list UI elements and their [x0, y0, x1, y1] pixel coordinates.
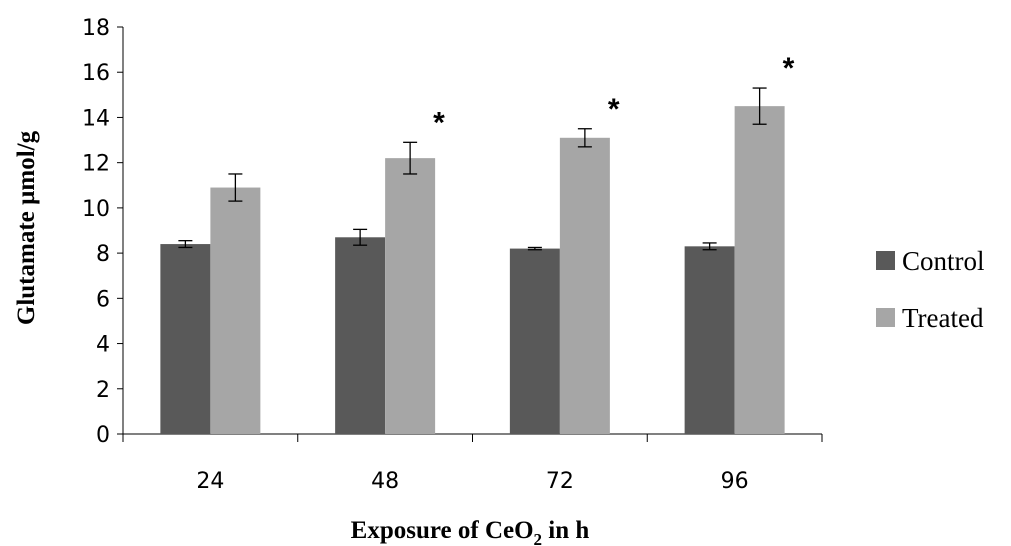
- significance-marks: * * *: [433, 52, 795, 139]
- y-axis: 0 2 4 6 8 10 12 14 16 18: [82, 16, 124, 448]
- y-tick-label: 12: [82, 152, 110, 177]
- bar-treated-96: [734, 106, 785, 434]
- legend: Control Treated: [876, 246, 985, 333]
- y-tick-label: 2: [96, 378, 110, 403]
- x-tick-label: 24: [196, 469, 224, 494]
- legend-label-control: Control: [902, 246, 985, 276]
- legend-swatch-treated: [876, 308, 895, 327]
- x-axis-title-main: Exposure of CeO: [351, 517, 534, 544]
- y-tick-label: 14: [82, 106, 110, 131]
- bar-control-96: [684, 246, 735, 434]
- y-axis-title: Glutamate µmol/g: [13, 130, 40, 325]
- bar-treated-24: [210, 187, 261, 434]
- bar-treated-72: [559, 137, 610, 435]
- x-tick-label: 72: [546, 469, 574, 494]
- bar-control-48: [335, 237, 386, 434]
- y-tick-label: 10: [82, 197, 110, 222]
- x-tick-label: 48: [371, 469, 399, 494]
- y-tick-label: 6: [96, 287, 110, 312]
- y-tick-label: 8: [96, 242, 110, 267]
- y-tick-label: 18: [82, 16, 110, 41]
- y-tick-label: 0: [96, 423, 110, 448]
- x-tick-label: 96: [721, 469, 749, 494]
- bar-treated-48: [385, 158, 436, 434]
- significance-asterisk: *: [608, 93, 620, 126]
- significance-asterisk: *: [433, 106, 445, 139]
- x-axis-title: Exposure of CeO2 in h: [351, 517, 590, 546]
- y-tick-label: 16: [82, 61, 110, 86]
- legend-swatch-control: [876, 251, 895, 270]
- x-axis-title-suffix: in h: [542, 517, 589, 544]
- x-axis: 24 48 72 96: [122, 433, 823, 494]
- bars: [160, 106, 785, 435]
- y-tick-label: 4: [96, 333, 110, 358]
- x-axis-title-subscript: 2: [534, 530, 543, 546]
- error-bars: [178, 87, 767, 251]
- bar-control-72: [509, 248, 560, 434]
- significance-asterisk: *: [783, 52, 795, 85]
- bar-control-24: [160, 244, 211, 434]
- legend-label-treated: Treated: [902, 303, 984, 333]
